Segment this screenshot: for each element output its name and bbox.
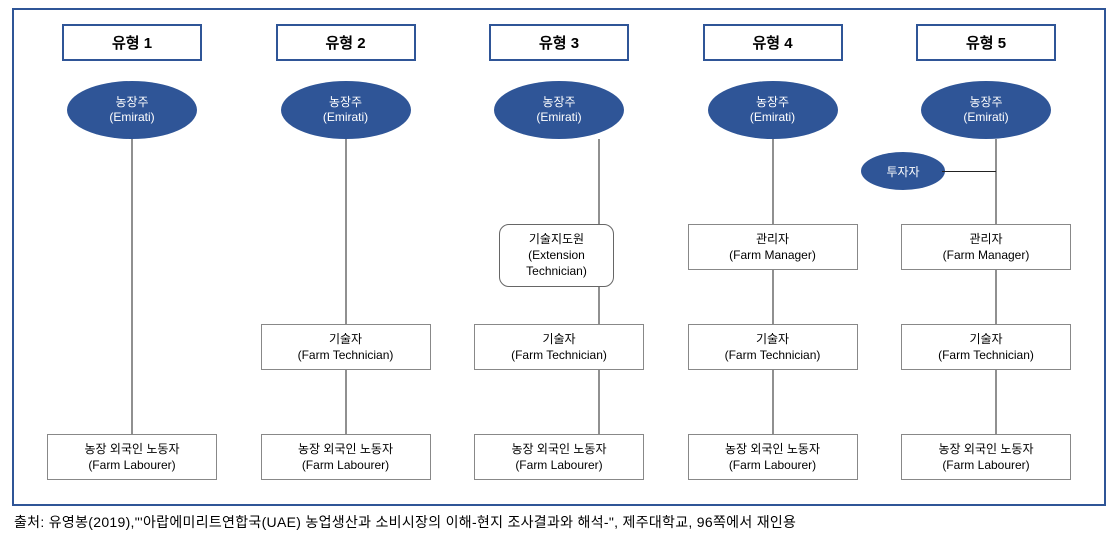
- type-header: 유형 5: [916, 24, 1056, 61]
- investor-label: 투자자: [886, 163, 919, 180]
- type-header: 유형 1: [62, 24, 202, 61]
- adv-line1: 기술지도원: [529, 232, 584, 246]
- adv-line3: Technician): [526, 264, 587, 278]
- owner-node: 농장주 (Emirati): [494, 81, 624, 139]
- owner-node: 농장주 (Emirati): [67, 81, 197, 139]
- owner-line2: (Emirati): [750, 110, 795, 125]
- manager-node: 관리자 (Farm Manager): [901, 224, 1071, 270]
- tech-line2: (Farm Technician): [938, 348, 1034, 362]
- tech-line1: 기술자: [756, 332, 789, 346]
- owner-line2: (Emirati): [109, 110, 154, 125]
- type-header: 유형 2: [276, 24, 416, 61]
- connector-short: [599, 139, 600, 224]
- column-type-1: 유형 1 농장주 (Emirati) 농장 외국인 노동자 (Farm Labo…: [32, 24, 232, 494]
- labourer-node: 농장 외국인 노동자 (Farm Labourer): [474, 434, 644, 480]
- source-citation: 출처: 유영봉(2019),"'아랍에미리트연합국(UAE) 농업생산과 소비시…: [12, 506, 1106, 532]
- diagram-frame: 유형 1 농장주 (Emirati) 농장 외국인 노동자 (Farm Labo…: [12, 8, 1106, 506]
- tech-line2: (Farm Technician): [511, 348, 607, 362]
- labourer-node: 농장 외국인 노동자 (Farm Labourer): [47, 434, 217, 480]
- owner-line1: 농장주: [969, 95, 1002, 110]
- tech-line1: 기술자: [329, 332, 362, 346]
- column-type-3: 유형 3 농장주 (Emirati) 기술지도원 (Extension Tech…: [459, 24, 659, 494]
- labourer-line2: (Farm Labourer): [942, 458, 1029, 472]
- labourer-line1: 농장 외국인 노동자: [512, 442, 607, 456]
- owner-line2: (Emirati): [536, 110, 581, 125]
- type-header: 유형 4: [703, 24, 843, 61]
- labourer-line1: 농장 외국인 노동자: [85, 442, 180, 456]
- owner-line1: 농장주: [329, 95, 362, 110]
- type-header: 유형 3: [489, 24, 629, 61]
- labourer-line2: (Farm Labourer): [88, 458, 175, 472]
- labourer-line2: (Farm Labourer): [729, 458, 816, 472]
- labourer-line1: 농장 외국인 노동자: [939, 442, 1034, 456]
- owner-line1: 농장주: [542, 95, 575, 110]
- connector-right: [996, 139, 997, 439]
- tech-line1: 기술자: [969, 332, 1002, 346]
- labourer-line2: (Farm Labourer): [515, 458, 602, 472]
- manager-node: 관리자 (Farm Manager): [688, 224, 858, 270]
- investor-node: 투자자: [861, 152, 945, 190]
- labourer-line1: 농장 외국인 노동자: [725, 442, 820, 456]
- technician-node: 기술자 (Farm Technician): [688, 324, 858, 370]
- technician-node: 기술자 (Farm Technician): [474, 324, 644, 370]
- connector-line: [345, 139, 346, 439]
- owner-node: 농장주 (Emirati): [281, 81, 411, 139]
- owner-line2: (Emirati): [963, 110, 1008, 125]
- technician-node: 기술자 (Farm Technician): [901, 324, 1071, 370]
- labourer-node: 농장 외국인 노동자 (Farm Labourer): [261, 434, 431, 480]
- tech-line2: (Farm Technician): [298, 348, 394, 362]
- owner-line1: 농장주: [115, 95, 148, 110]
- owner-line1: 농장주: [756, 95, 789, 110]
- investor-connector: [942, 171, 996, 172]
- adv-line2: (Extension: [528, 248, 585, 262]
- column-type-2: 유형 2 농장주 (Emirati) 기술자 (Farm Technician)…: [246, 24, 446, 494]
- connector-line: [772, 139, 773, 439]
- mgr-line2: (Farm Manager): [943, 248, 1030, 262]
- mgr-line1: 관리자: [756, 232, 789, 246]
- column-type-4: 유형 4 농장주 (Emirati) 관리자 (Farm Manager) 기술…: [673, 24, 873, 494]
- labourer-node: 농장 외국인 노동자 (Farm Labourer): [901, 434, 1071, 480]
- labourer-line2: (Farm Labourer): [302, 458, 389, 472]
- mgr-line1: 관리자: [969, 232, 1002, 246]
- tech-advisor-node: 기술지도원 (Extension Technician): [499, 224, 614, 287]
- owner-node: 농장주 (Emirati): [921, 81, 1051, 139]
- labourer-node: 농장 외국인 노동자 (Farm Labourer): [688, 434, 858, 480]
- owner-line2: (Emirati): [323, 110, 368, 125]
- mgr-line2: (Farm Manager): [729, 248, 816, 262]
- column-type-5: 유형 5 농장주 (Emirati) 투자자 관리자 (Farm Manager…: [886, 24, 1086, 494]
- technician-node: 기술자 (Farm Technician): [261, 324, 431, 370]
- tech-line2: (Farm Technician): [725, 348, 821, 362]
- labourer-line1: 농장 외국인 노동자: [298, 442, 393, 456]
- connector-line: [132, 139, 133, 439]
- tech-line1: 기술자: [542, 332, 575, 346]
- owner-node: 농장주 (Emirati): [708, 81, 838, 139]
